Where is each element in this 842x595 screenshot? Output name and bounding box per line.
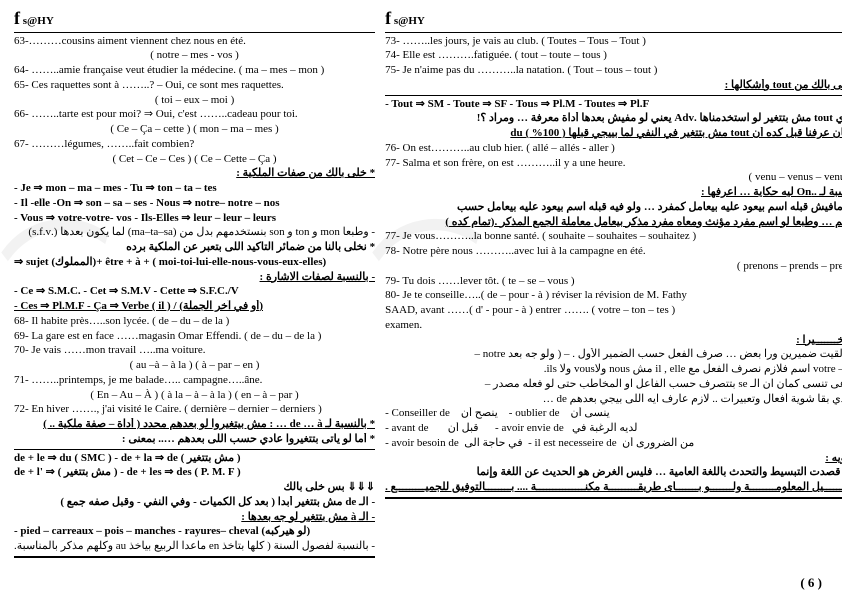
r5: * نخلى بالنا من ضمائر التأكيد اللى بتعبر… xyxy=(14,241,375,255)
q82b: examen. xyxy=(385,319,842,333)
h-demonstrative: - بالنسبة لصفات الاشارة : xyxy=(14,271,375,285)
verb-row1: - Conseiller de ينصح أن - oublier de ينس… xyxy=(385,407,842,421)
on-head: بالنسبة لـ ..On ليه حكاية … اعرفها : xyxy=(385,186,842,200)
q77: 77- Salma et son frère, on est ………..il y… xyxy=(385,157,842,171)
q76: 76- On est………..au club hier. ( allé – al… xyxy=(385,142,842,156)
n1: * أنا قصدت التبسيط والتحدث باللغة العامي… xyxy=(385,466,842,480)
q71: 71- ……..printemps, je me balade….. campa… xyxy=(14,374,375,388)
de-note1: * بالنسبة لـ de … à … : مش بيتغيروا لو ب… xyxy=(14,418,375,432)
logo-right: f s@HY xyxy=(385,7,842,30)
q80: 79- Tu dois ……lever tôt. ( te – se – vou… xyxy=(385,275,842,289)
q74: 74- Elle est ……….fatiguée. ( tout – tout… xyxy=(385,49,842,63)
q78: 77- Je vous………..la bonne santé. ( souhai… xyxy=(385,230,842,244)
tbl1: de + le ⇒ du ( SMC ) - de + la ⇒ de ( مش… xyxy=(14,452,375,466)
verb-row3: - avoir besoin de في حاجة الى - il est n… xyxy=(385,437,842,451)
q71o: ( En – Au – À ) ( à la – à – à la ) ( en… xyxy=(14,389,375,403)
foot2: - بالنسبة لفصول السنة ( كلها بتاخذ en ما… xyxy=(14,540,375,554)
t2: - ودي tout مش بتتغير لو استخدمناها .Adv … xyxy=(385,112,842,126)
de-note2: * أما لو ياتى بتتغيروا عادي حسب اللى بعد… xyxy=(14,433,375,447)
r8: - Ces ⇒ Pl.M.F - Ça ⇒ Verbe ( il ) / (أو… xyxy=(14,300,375,314)
q68: 68- Il habite près…..son lycée. ( de – d… xyxy=(14,315,375,329)
f3: - أوعى تنسى كمان ان الـ se بتتصرف حسب ال… xyxy=(385,378,842,392)
q63: 63-………cousins aiment viennent chez nous … xyxy=(14,35,375,49)
f4: وهتدي بقا شوية أفعال وتعبيرات .. لازم عا… xyxy=(385,393,842,407)
q82: SAAD, avant ……( d' - pour - à ) entrer …… xyxy=(385,304,842,318)
r2: - Il -elle -On ⇒ son – sa – ses - Nous ⇒… xyxy=(14,197,375,211)
logo-left: f s@HY xyxy=(14,7,375,30)
q67: 67- ………légumes, ……..fait combien? xyxy=(14,138,375,152)
r3: - Vous ⇒ votre-votre- vos - Ils-Elles ⇒ … xyxy=(14,212,375,226)
q73: 73- ……..les jours, je vais au club. ( To… xyxy=(385,35,842,49)
r1: - Je ⇒ mon – ma – mes - Tu ⇒ ton – ta – … xyxy=(14,182,375,196)
r4: - وطبعا mon و ton و son بنستخدمهم بدل من… xyxy=(14,226,375,240)
tbl2: de + l' ⇒ ( مش بتتغير ) - de + les ⇒ des… xyxy=(14,466,375,480)
q70: 70- Je vais ……mon travail …..ma voiture. xyxy=(14,344,375,358)
n2: توصــــــيل المعلومــــــــة ولـــــــو … xyxy=(385,481,842,495)
r7: - Ce ⇒ S.M.C. - Cet ⇒ S.M.V - Cette ⇒ S.… xyxy=(14,285,375,299)
verb-row2: - avant de قبل أن - avoir envie de لديه … xyxy=(385,422,842,436)
arrow: ⇓⇓⇓ بس خلى بالك xyxy=(14,481,375,495)
tout-head: * خلى بالك من tout وأشكالها : xyxy=(385,79,842,93)
q64: 64- ……..amie française veut étudier la m… xyxy=(14,64,375,78)
q72: 72- En hiver ……., j'ai visité le Caire. … xyxy=(14,403,375,417)
page-number: ( 6 ) xyxy=(800,575,822,591)
t1: - Tout ⇒ SM - Toute ⇒ SF - Tous ⇒ Pl.M -… xyxy=(385,98,842,112)
o2: الاسم … وطبعا لو اسم مفرد مؤنث ومعاه مفر… xyxy=(385,216,842,230)
h-possessive: * خلى بالك من صفات الملكية : xyxy=(14,167,375,181)
q66: 66- ……..tarte est pour moi? ⇒ Oui, c'est… xyxy=(14,108,375,122)
q67o: ( Cet – Ce – Ces ) ( Ce – Cette – Ça ) xyxy=(14,153,375,167)
note-head: * تنويه : xyxy=(385,452,842,466)
q63o: ( notre – mes - vos ) xyxy=(14,49,375,63)
q69: 69- La gare est en face ……magasin Omar E… xyxy=(14,330,375,344)
o1: - لو مافيش قبله اسم بيعود عليه بيعامل كم… xyxy=(385,201,842,215)
q79o: ( prenons – prends – prend ) xyxy=(385,260,842,274)
q79: 78- Notre père nous ………..avec lui à la c… xyxy=(385,245,842,259)
de3: - الـ de مش بتتغير أبدا ( بعد كل الكميات… xyxy=(14,496,375,510)
q75: 75- Je n'aime pas du ………..la natation. (… xyxy=(385,64,842,78)
q66o: ( Ce – Ça – cette ) ( mon – ma – mes ) xyxy=(14,123,375,137)
f2: votre –leur اسم فلازم نصرف الفعل مع il ,… xyxy=(385,363,842,377)
f1: - لو لقيت ضميرين ورا بعض … صرف الفعل حسب… xyxy=(385,348,842,362)
r6: ⇒ sujet (المملوك)+ être + à + ( moi-toi-… xyxy=(14,256,375,270)
q81: 80- Je te conseille…..( de – pour - à ) … xyxy=(385,289,842,303)
q77o: ( venu – venus – venues ) xyxy=(385,171,842,185)
t3: وكمان عرفنا قبل كده أن tout مش بتتغير في… xyxy=(385,127,842,141)
q65o: ( toi – eux – moi ) xyxy=(14,94,375,108)
q70o: ( au –à – à la ) ( à – par – en ) xyxy=(14,359,375,373)
final-head: * وأخـــــــيرا : xyxy=(385,334,842,348)
de4: - الـ à مش بتتغير لو جه بعدها : xyxy=(14,511,375,525)
foot1: - pied – carreaux – pois – manches - ray… xyxy=(14,525,375,539)
q65: 65- Ces raquettes sont à ……..? – Oui, ce… xyxy=(14,79,375,93)
